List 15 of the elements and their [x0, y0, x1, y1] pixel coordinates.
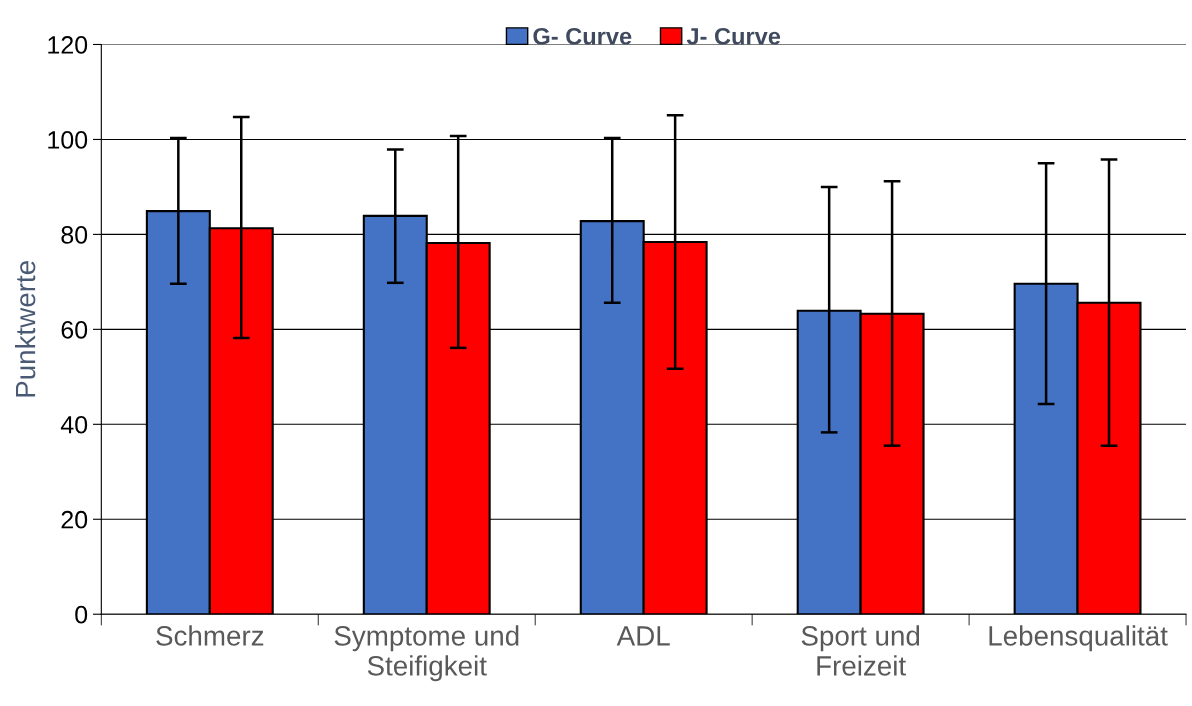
x-tick-label: ADL	[616, 626, 670, 646]
y-axis-title: Punktwerte	[14, 261, 36, 397]
y-tick-label: 100	[48, 131, 88, 149]
x-tick-label: Symptome und Steifigkeit	[334, 625, 519, 682]
y-tick-label: 60	[61, 320, 88, 339]
x-tick-label: Sport und Freizeit	[801, 625, 920, 676]
legend-label: G- Curve	[533, 27, 632, 45]
x-tick-label: Schmerz	[156, 625, 264, 646]
y-tick-label: 20	[61, 510, 88, 529]
x-tick-label: Lebensqualität	[989, 625, 1168, 652]
y-tick-label: 40	[60, 415, 88, 434]
y-tick-label: 80	[61, 225, 88, 244]
y-tick-label: 0	[75, 605, 88, 624]
y-tick-label: 120	[48, 36, 88, 54]
legend-label: J- Curve	[686, 27, 781, 45]
